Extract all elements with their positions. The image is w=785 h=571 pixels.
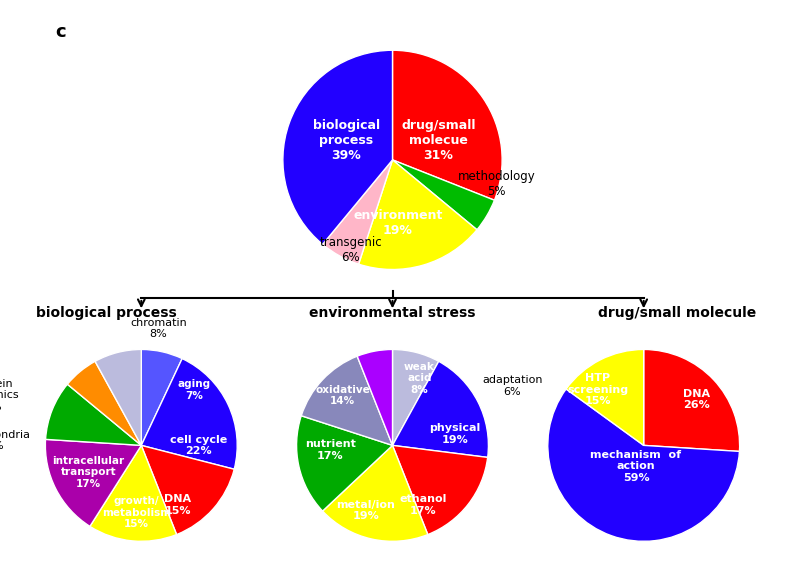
Wedge shape [359, 160, 477, 270]
Text: metal/ion
19%: metal/ion 19% [336, 500, 395, 521]
Text: DNA
15%: DNA 15% [164, 494, 192, 516]
Wedge shape [46, 439, 141, 526]
Wedge shape [566, 349, 644, 445]
Wedge shape [323, 160, 392, 264]
Text: growth/
metabolism
15%: growth/ metabolism 15% [102, 496, 171, 529]
Wedge shape [95, 349, 141, 445]
Text: protein
dynamics
6%: protein dynamics 6% [0, 379, 20, 412]
Wedge shape [644, 349, 739, 452]
Text: transgenic
6%: transgenic 6% [319, 236, 382, 264]
Wedge shape [392, 349, 439, 445]
Wedge shape [323, 445, 428, 541]
Text: HTP
screening
15%: HTP screening 15% [567, 373, 628, 407]
Text: mitochondria
10%: mitochondria 10% [0, 430, 30, 452]
Wedge shape [68, 361, 141, 445]
Text: drug/small
molecue
31%: drug/small molecue 31% [401, 119, 476, 162]
Wedge shape [392, 361, 488, 457]
Text: cell cycle
22%: cell cycle 22% [170, 435, 228, 456]
Wedge shape [46, 384, 141, 445]
Text: drug/small molecule: drug/small molecule [597, 306, 756, 320]
Text: DNA
26%: DNA 26% [683, 388, 710, 410]
Text: biological
process
39%: biological process 39% [313, 119, 380, 162]
Wedge shape [90, 445, 177, 541]
Wedge shape [392, 445, 487, 534]
Wedge shape [357, 349, 392, 445]
Text: physical
19%: physical 19% [429, 423, 480, 445]
Text: methodology
5%: methodology 5% [458, 170, 535, 198]
Text: biological process: biological process [35, 306, 177, 320]
Wedge shape [548, 389, 739, 541]
Wedge shape [141, 445, 234, 534]
Text: environmental stress: environmental stress [309, 306, 476, 320]
Text: adaptation
6%: adaptation 6% [482, 375, 542, 397]
Text: environment
19%: environment 19% [353, 210, 443, 238]
Text: oxidative
14%: oxidative 14% [316, 385, 370, 407]
Text: nutrient
17%: nutrient 17% [305, 439, 356, 461]
Wedge shape [141, 349, 182, 445]
Text: c: c [55, 23, 66, 41]
Wedge shape [297, 416, 392, 511]
Text: aging
7%: aging 7% [177, 379, 210, 400]
Wedge shape [392, 50, 502, 200]
Text: ethanol
17%: ethanol 17% [400, 494, 447, 516]
Wedge shape [141, 359, 237, 469]
Text: chromatin
8%: chromatin 8% [130, 317, 187, 339]
Text: weak
acid
8%: weak acid 8% [404, 361, 435, 395]
Text: intracellular
transport
17%: intracellular transport 17% [53, 456, 125, 489]
Wedge shape [301, 356, 392, 445]
Wedge shape [283, 50, 392, 244]
Wedge shape [392, 160, 495, 230]
Text: mechanism  of
action
59%: mechanism of action 59% [590, 450, 681, 483]
